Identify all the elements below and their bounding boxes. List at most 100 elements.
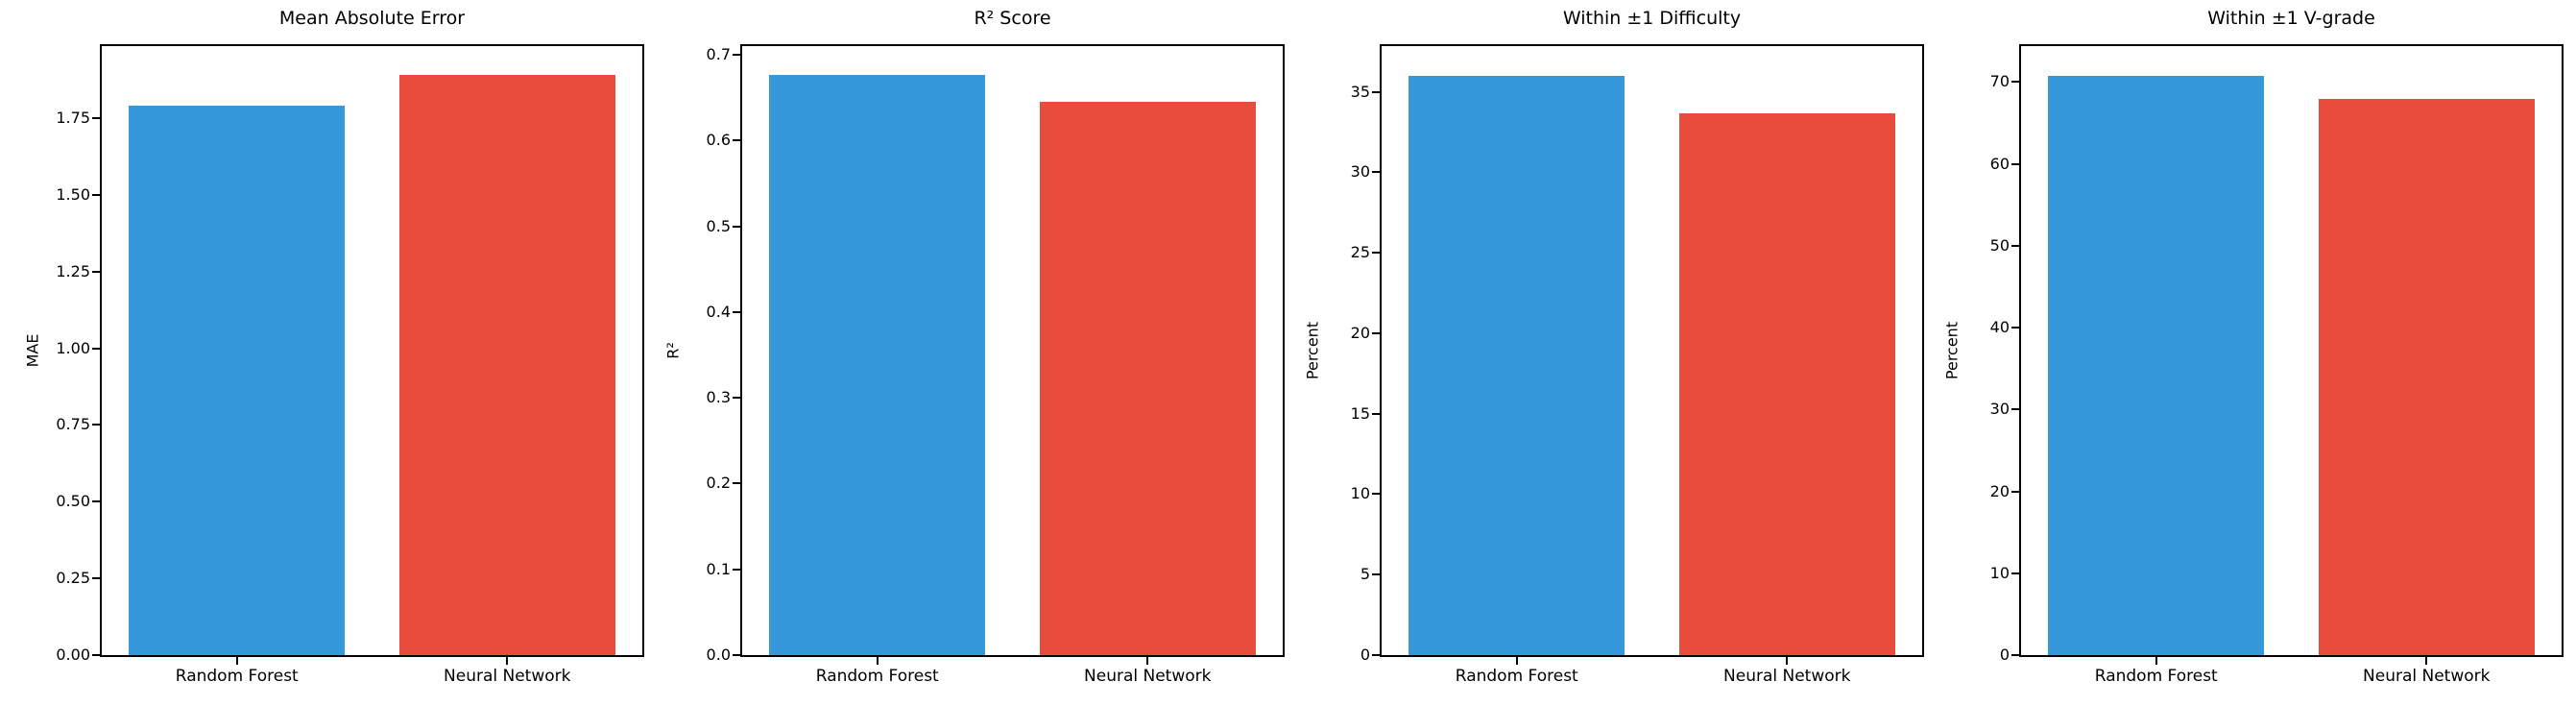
x-tick-label-neural-network: Neural Network [444, 667, 571, 686]
y-tick-mark [92, 193, 100, 196]
y-tick-mark [1372, 90, 1380, 93]
y-tick-label: 30 [1350, 162, 1370, 182]
y-tick-label: 0.00 [56, 645, 90, 664]
y-axis-label: Percent [1303, 321, 1322, 380]
y-tick-label: 5 [1360, 565, 1370, 584]
y-tick-mark [1372, 331, 1380, 334]
y-tick-label: 1.75 [56, 109, 90, 128]
y-tick-label: 40 [1989, 318, 2010, 337]
chart-panel-within-1-v-grade: Within ±1 V-grade Percent 0 10 20 30 40 50 60 70 R… [1943, 8, 2564, 686]
chart-panel-r-score: R² Score R² 0.0 0.1 0.2 0.3 0.4 0.5 0.6 0.7 Random… [664, 8, 1285, 686]
y-tick-mark [92, 270, 100, 273]
y-tick-mark [2011, 162, 2019, 165]
y-tick-label: 0.25 [56, 569, 90, 588]
y-tick-mark [2011, 490, 2019, 493]
y-tick-mark [2011, 81, 2019, 84]
y-tick-mark [733, 53, 740, 56]
y-tick-mark [733, 568, 740, 571]
y-tick-mark [2011, 244, 2019, 247]
bar-random-forest [129, 106, 346, 655]
x-tick-label-random-forest: Random Forest [175, 667, 299, 686]
x-tick-label-neural-network: Neural Network [1723, 667, 1851, 686]
y-tick-mark [733, 654, 740, 656]
y-tick-mark [92, 654, 100, 656]
y-tick-mark [733, 397, 740, 400]
y-tick-label: 0 [1999, 645, 2010, 664]
y-tick-label: 1.25 [56, 261, 90, 280]
y-axis-label: Percent [1942, 321, 1962, 380]
chart-title: Mean Absolute Error [278, 8, 466, 29]
y-tick-mark [733, 482, 740, 485]
x-tick-mark [2155, 657, 2157, 665]
y-tick-mark [92, 500, 100, 503]
y-axis-label: R² [663, 342, 683, 359]
y-tick-label: 0.7 [706, 44, 731, 63]
bar-random-forest [2048, 75, 2265, 655]
y-tick-mark [2011, 572, 2019, 574]
y-tick-label: 1.00 [56, 338, 90, 357]
chart-title: Within ±1 Difficulty [1562, 8, 1742, 29]
bar-neural-network [1678, 112, 1895, 655]
y-tick-mark [1372, 412, 1380, 415]
x-tick-mark [2425, 657, 2428, 665]
y-tick-label: 35 [1350, 82, 1370, 101]
y-tick-mark [92, 577, 100, 580]
y-tick-mark [1372, 171, 1380, 174]
y-tick-label: 70 [1989, 72, 2010, 91]
x-tick-mark [876, 657, 879, 665]
y-tick-label: 0 [1360, 645, 1370, 664]
y-tick-label: 20 [1989, 481, 2010, 500]
x-tick-mark [235, 657, 238, 665]
bar-random-forest [1408, 76, 1625, 655]
bar-neural-network [398, 75, 615, 655]
x-tick-label-random-forest: Random Forest [815, 667, 939, 686]
y-tick-label: 25 [1350, 243, 1370, 262]
chart-title: R² Score [974, 8, 1051, 29]
x-tick-mark [1786, 657, 1789, 665]
x-tick-label-random-forest: Random Forest [1455, 667, 1578, 686]
y-tick-mark [2011, 408, 2019, 411]
y-tick-label: 30 [1989, 400, 2010, 419]
x-tick-mark [506, 657, 509, 665]
y-tick-mark [2011, 327, 2019, 329]
bar-neural-network [2318, 99, 2535, 655]
y-tick-label: 50 [1989, 235, 2010, 255]
y-tick-mark [733, 139, 740, 142]
y-tick-mark [2011, 654, 2019, 656]
y-tick-label: 0.75 [56, 415, 90, 434]
chart-title: Within ±1 V-grade [2207, 8, 2375, 29]
y-tick-mark [92, 117, 100, 120]
y-tick-mark [733, 225, 740, 228]
y-tick-mark [733, 310, 740, 313]
chart-panel-within-1-difficulty: Within ±1 Difficulty Percent 0 5 10 15 20 25 30 3… [1304, 8, 1924, 686]
y-tick-label: 1.50 [56, 184, 90, 204]
x-tick-label-neural-network: Neural Network [1084, 667, 1212, 686]
y-tick-label: 0.3 [706, 388, 731, 407]
y-tick-label: 0.1 [706, 559, 731, 578]
y-tick-label: 60 [1989, 154, 2010, 173]
chart-panel-mean-absolute-error: Mean Absolute Error MAE 0.00 0.25 0.50 0.75 1.… [24, 8, 644, 686]
y-tick-label: 0.6 [706, 131, 731, 150]
bar-neural-network [1039, 102, 1256, 655]
y-tick-label: 15 [1350, 403, 1370, 423]
y-tick-label: 20 [1350, 323, 1370, 342]
x-tick-mark [1515, 657, 1518, 665]
x-tick-label-random-forest: Random Forest [2094, 667, 2218, 686]
y-tick-mark [92, 347, 100, 350]
y-tick-label: 0.4 [706, 302, 731, 321]
y-tick-mark [92, 424, 100, 426]
y-axis-label: MAE [23, 333, 42, 368]
y-tick-mark [1372, 573, 1380, 576]
y-tick-label: 0.2 [706, 474, 731, 493]
y-tick-label: 10 [1989, 563, 2010, 582]
y-tick-label: 0.5 [706, 216, 731, 235]
y-tick-label: 0.0 [706, 645, 731, 664]
x-tick-label-neural-network: Neural Network [2363, 667, 2491, 686]
y-tick-label: 0.50 [56, 492, 90, 511]
x-tick-mark [1146, 657, 1149, 665]
y-tick-mark [1372, 493, 1380, 496]
y-tick-mark [1372, 252, 1380, 255]
y-tick-mark [1372, 654, 1380, 656]
bar-random-forest [769, 75, 986, 655]
